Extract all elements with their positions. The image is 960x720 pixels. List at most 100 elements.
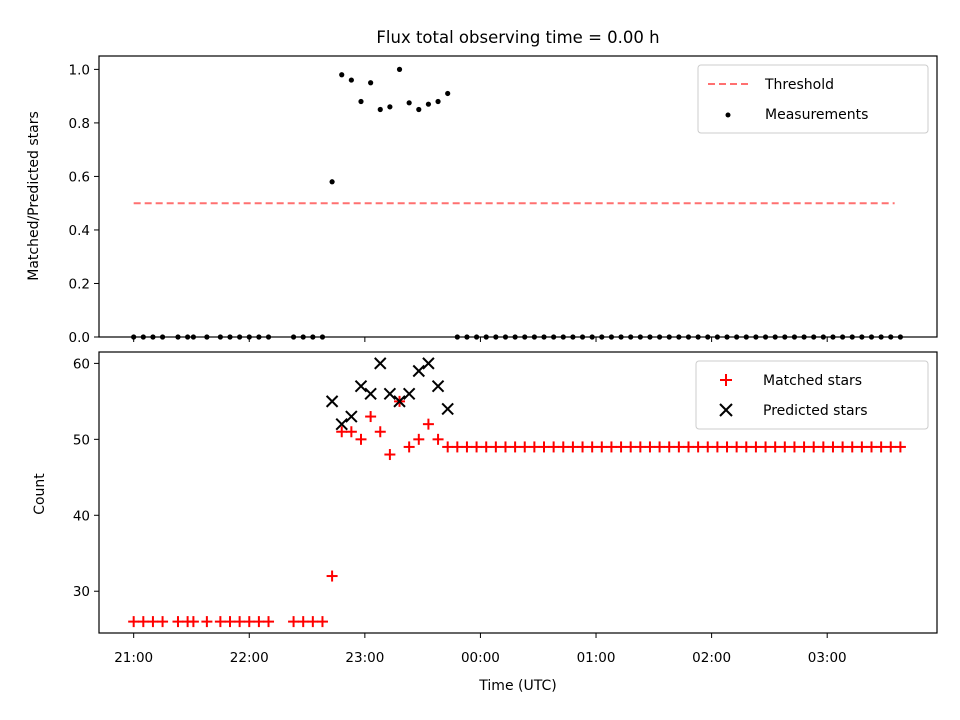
matched-star-point: [827, 441, 839, 453]
matched-star-point: [702, 441, 714, 453]
predicted-star-point: [345, 410, 358, 423]
top-legend-box: [697, 64, 929, 134]
chart-title: Flux total observing time = 0.00 h: [376, 28, 659, 47]
matched-star-point: [384, 449, 396, 461]
matched-star-point: [548, 441, 560, 453]
top-yticks: 0.0 0.2 0.4 0.6 0.8 1.0: [69, 62, 99, 346]
predicted-star-point: [325, 395, 339, 408]
bottom-xtick-label: 22:00: [230, 650, 269, 666]
measurement-point: [512, 334, 518, 340]
matched-star-point: [263, 616, 275, 628]
matched-star-point: [480, 441, 492, 453]
measurement-point: [714, 334, 720, 340]
matched-star-point: [798, 441, 810, 453]
matched-star-point: [307, 616, 319, 628]
legend-measurements-swatch: [725, 112, 731, 118]
legend-predicted-label: Predicted stars: [763, 403, 868, 419]
measurement-point: [464, 334, 470, 340]
measurement-point: [724, 334, 730, 340]
matched-star-point: [760, 441, 772, 453]
measurement-point: [541, 334, 547, 340]
matched-star-point: [682, 441, 694, 453]
matched-star-point: [243, 616, 255, 628]
measurement-point: [204, 334, 210, 340]
measurement-point: [445, 90, 451, 97]
matched-star-point: [866, 441, 878, 453]
predicted-star-point: [383, 387, 397, 400]
matched-star-point: [316, 616, 328, 628]
matched-star-point: [157, 616, 169, 628]
measurement-point: [656, 334, 663, 340]
measurement-point: [319, 334, 326, 340]
top-panel: Matched/Predicted stars 0.0 0.2 0.4 0.6 0.8 1…: [26, 55, 938, 346]
matched-star-point: [345, 426, 357, 438]
top-marks: [131, 66, 903, 340]
bottom-legend: Matched stars Predicted stars: [695, 360, 929, 430]
measurement-point: [820, 334, 826, 340]
measurement-point: [368, 80, 374, 86]
measurement-point: [217, 334, 223, 340]
top-ytick-label: 0.8: [69, 116, 90, 132]
measurement-point: [743, 334, 749, 340]
measurement-point: [608, 334, 615, 340]
matched-star-point: [187, 616, 199, 628]
bottom-marks: [128, 357, 906, 628]
matched-star-point: [374, 426, 386, 438]
bottom-ytick-label: 60: [73, 356, 90, 372]
matched-star-point: [663, 441, 675, 453]
measurement-point: [425, 101, 432, 107]
measurement-point: [140, 334, 146, 340]
measurement-point: [246, 334, 252, 340]
measurement-point: [339, 72, 345, 78]
measurement-point: [150, 334, 156, 340]
legend-predicted-swatch: [719, 403, 733, 417]
measurement-point: [416, 106, 422, 113]
measurement-point: [772, 334, 778, 340]
matched-star-point: [499, 441, 511, 453]
measurement-point: [131, 334, 137, 340]
matched-star-point: [567, 441, 579, 453]
bottom-yticks: 30 40 50 60: [73, 356, 99, 600]
predicted-star-point: [422, 357, 435, 370]
matched-star-point: [422, 418, 434, 430]
measurement-point: [618, 334, 624, 340]
measurement-point: [531, 334, 537, 340]
matched-star-point: [885, 441, 897, 453]
matched-star-point: [224, 616, 236, 628]
predicted-star-point: [354, 379, 368, 393]
matched-star-point: [740, 441, 752, 453]
matched-star-point: [128, 616, 140, 628]
matched-star-point: [557, 441, 569, 453]
matched-star-point: [750, 441, 762, 453]
measurement-point: [358, 98, 364, 105]
measurement-point: [878, 334, 884, 340]
measurement-point: [830, 334, 836, 340]
measurement-point: [782, 334, 788, 340]
measurement-point: [589, 334, 595, 340]
matched-star-point: [288, 616, 300, 628]
measurement-point: [300, 334, 306, 340]
legend-measurements-label: Measurements: [765, 107, 868, 123]
matched-star-point: [538, 441, 550, 453]
matched-star-point: [326, 570, 338, 582]
bottom-ytick-label: 50: [73, 432, 90, 448]
bottom-ylabel: Count: [32, 473, 48, 515]
matched-star-point: [692, 441, 704, 453]
bottom-panel: Count Time (UTC) 30 40 50 60 21:00 22:00 23:0…: [32, 351, 938, 694]
measurement-point: [628, 334, 634, 340]
measurement-point: [454, 334, 460, 340]
bottom-xlabel: Time (UTC): [478, 678, 556, 694]
measurement-point: [493, 334, 499, 340]
matched-star-point: [625, 441, 637, 453]
measurement-point: [387, 104, 393, 110]
matched-star-point: [634, 441, 646, 453]
measurement-point: [551, 334, 557, 340]
matched-star-point: [654, 441, 666, 453]
matched-star-point: [297, 616, 309, 628]
top-ytick-label: 0.4: [69, 223, 90, 239]
matched-star-point: [413, 433, 425, 445]
matched-star-point: [365, 411, 377, 423]
bottom-xtick-label: 21:00: [114, 650, 153, 666]
measurement-point: [522, 334, 528, 340]
